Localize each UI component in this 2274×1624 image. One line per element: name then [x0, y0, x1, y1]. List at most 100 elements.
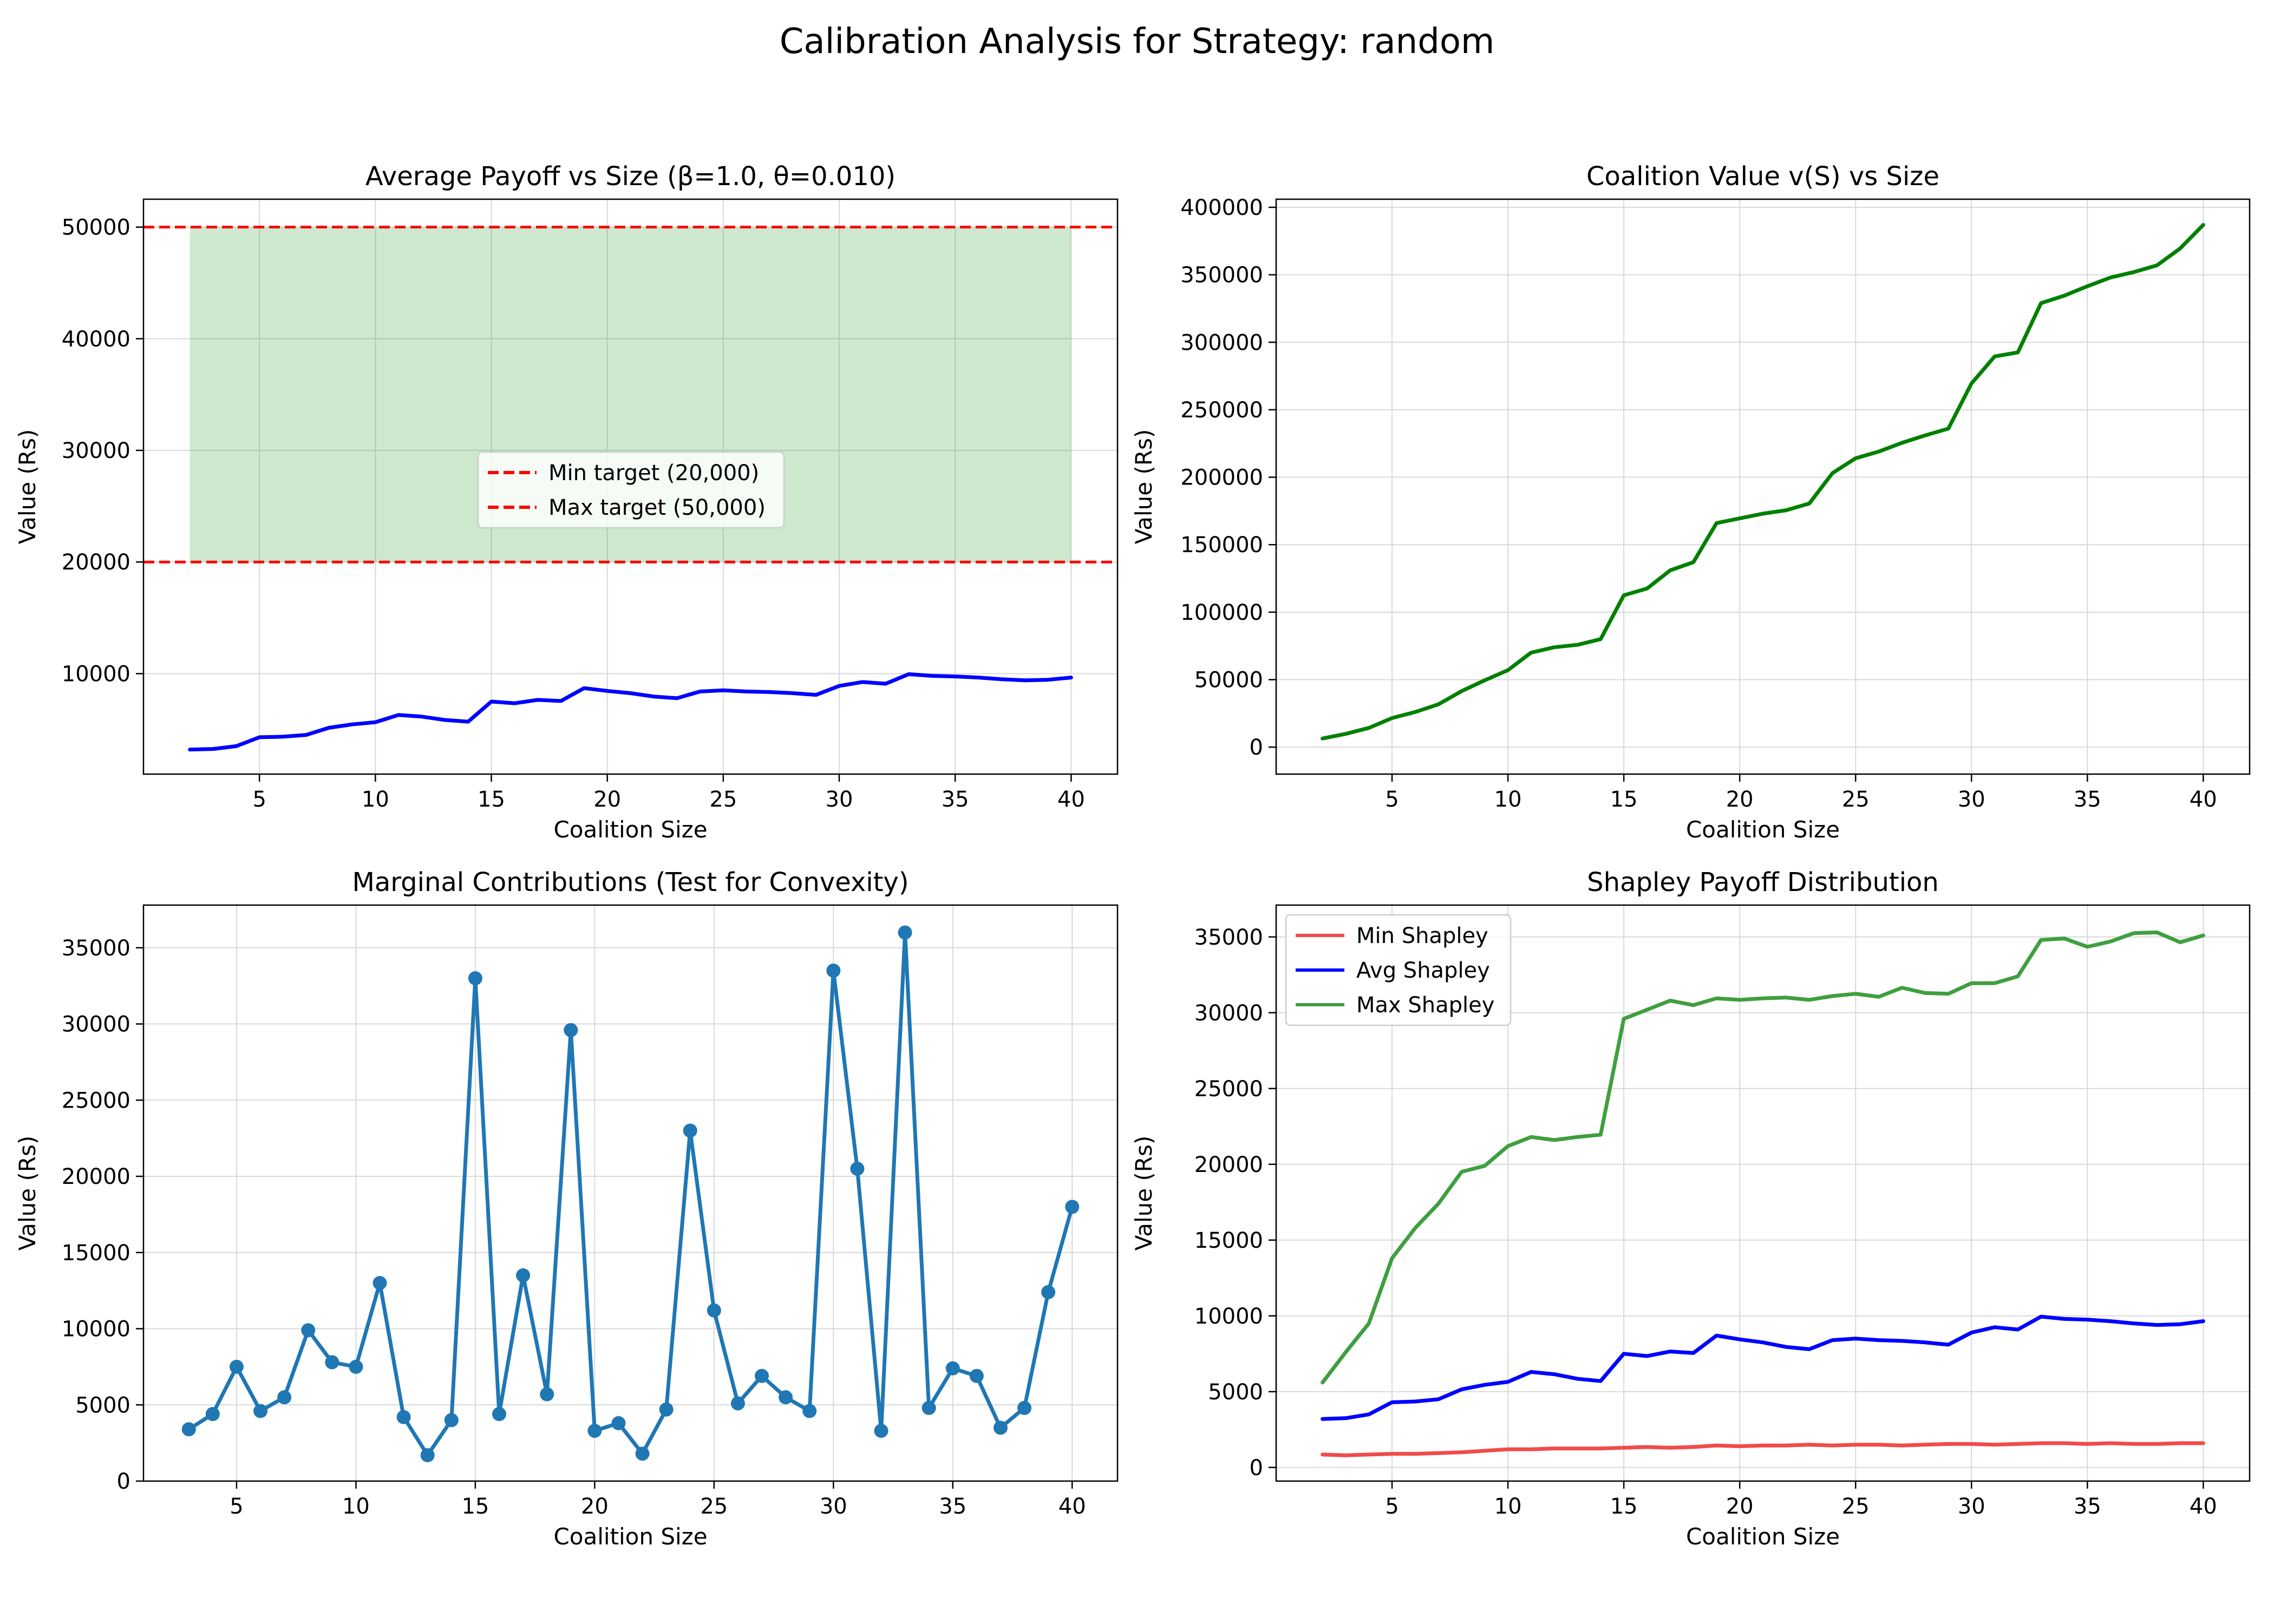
y-tick-label: 5000	[1208, 1380, 1263, 1405]
data-point	[826, 964, 841, 978]
y-tick-label: 30000	[1194, 1001, 1263, 1026]
x-tick-label: 20	[1726, 1494, 1754, 1519]
x-tick-label: 25	[709, 787, 737, 812]
series-line-1	[1321, 222, 2205, 741]
data-point	[945, 1361, 960, 1376]
x-axis-label: Coalition Size	[553, 1523, 707, 1550]
y-tick-label: 100000	[1180, 600, 1263, 625]
y-axis-label: Value (Rs)	[1131, 429, 1157, 545]
data-point	[564, 1023, 578, 1037]
x-tick-label: 10	[362, 787, 389, 812]
data-point	[1041, 1285, 1056, 1299]
x-tick-label: 30	[826, 787, 853, 812]
y-tick-label: 5000	[75, 1393, 130, 1418]
data-point	[396, 1410, 411, 1424]
subplot-title: Shapley Payoff Distribution	[1587, 867, 1939, 898]
data-point	[993, 1420, 1008, 1435]
axes-frame	[1275, 904, 2251, 1482]
y-axis-label: Value (Rs)	[14, 429, 41, 545]
subplot-2: 5 10 15 20 25 30 35 40 0 50000 100000 150000 200000 2…	[1131, 161, 2251, 843]
data-point	[635, 1446, 650, 1461]
y-tick-label: 40000	[62, 327, 130, 352]
data-point	[1017, 1400, 1032, 1415]
x-tick-label: 20	[581, 1494, 609, 1519]
series-line-1	[1321, 1441, 2205, 1457]
x-tick-label: 5	[252, 787, 266, 812]
data-point	[707, 1303, 721, 1318]
x-axis-label: Coalition Size	[553, 816, 707, 843]
y-tick-label: 10000	[62, 1317, 130, 1342]
subplot-1: 5 10 15 20 25 30 35 40 10000 20000 30000 40000 50000…	[14, 161, 1119, 843]
data-point	[540, 1387, 554, 1402]
data-point	[1065, 1200, 1080, 1214]
data-point	[850, 1161, 865, 1176]
data-point	[730, 1396, 745, 1411]
data-point	[373, 1276, 387, 1291]
x-tick-label: 30	[1958, 1494, 1985, 1519]
data-point	[874, 1424, 888, 1438]
x-tick-label: 30	[820, 1494, 847, 1519]
legend-label: Max target (50,000)	[548, 495, 766, 520]
data-point	[492, 1407, 506, 1422]
data-point	[587, 1424, 602, 1438]
data-point	[969, 1368, 984, 1383]
data-point	[468, 971, 482, 986]
series-line-1	[188, 672, 1073, 752]
y-tick-label: 30000	[62, 438, 130, 463]
x-tick-label: 20	[1726, 787, 1754, 812]
y-tick-label: 50000	[62, 215, 130, 240]
data-point	[898, 925, 912, 940]
series-line-1	[187, 931, 1074, 1457]
x-tick-label: 40	[1058, 1494, 1086, 1519]
y-tick-label: 300000	[1180, 330, 1263, 355]
series-line-3	[1321, 930, 2205, 1385]
subplot-title: Average Payoff vs Size (β=1.0, θ=0.010)	[365, 161, 896, 192]
x-tick-label: 10	[342, 1494, 370, 1519]
data-point	[683, 1123, 697, 1138]
x-tick-label: 40	[2190, 1494, 2217, 1519]
data-point	[301, 1323, 316, 1338]
data-point	[922, 1400, 936, 1415]
legend-label: Max Shapley	[1356, 993, 1494, 1018]
x-tick-label: 15	[1610, 1494, 1638, 1519]
subplot-4: 5 10 15 20 25 30 35 40 0 5000 10000 15000 20000 25000…	[1131, 867, 2251, 1550]
data-point	[349, 1359, 363, 1374]
x-tick-label: 5	[230, 1494, 243, 1519]
y-tick-label: 0	[1250, 1456, 1263, 1481]
subplot-title: Coalition Value v(S) vs Size	[1586, 161, 1939, 192]
axes-frame	[1275, 198, 2251, 775]
y-axis-label: Value (Rs)	[1131, 1136, 1157, 1251]
data-point	[659, 1402, 674, 1417]
y-tick-label: 50000	[1194, 667, 1263, 692]
y-tick-label: 20000	[62, 550, 130, 575]
legend-box	[477, 451, 785, 529]
data-point	[779, 1390, 793, 1405]
y-tick-label: 250000	[1180, 398, 1263, 423]
y-tick-label: 10000	[1194, 1304, 1263, 1329]
x-tick-label: 35	[2074, 1494, 2101, 1519]
x-tick-label: 5	[1385, 1494, 1399, 1519]
data-point	[802, 1404, 817, 1418]
x-tick-label: 35	[942, 787, 969, 812]
legend-box	[1285, 914, 1512, 1026]
x-tick-label: 35	[939, 1494, 966, 1519]
y-tick-label: 200000	[1180, 466, 1263, 490]
data-point	[516, 1268, 531, 1282]
y-tick-label: 10000	[62, 662, 130, 686]
x-tick-label: 25	[1842, 1494, 1870, 1519]
subplot-3: 5 10 15 20 25 30 35 40 0 5000 10000 15000 20000 25000…	[14, 867, 1119, 1550]
figure-title: Calibration Analysis for Strategy: rando…	[779, 22, 1495, 62]
y-tick-label: 30000	[62, 1012, 130, 1037]
y-tick-label: 25000	[1194, 1077, 1263, 1102]
x-tick-label: 25	[700, 1494, 728, 1519]
x-tick-label: 10	[1494, 787, 1522, 812]
data-point	[420, 1448, 435, 1463]
x-tick-label: 40	[1057, 787, 1085, 812]
y-tick-label: 25000	[62, 1088, 130, 1113]
y-tick-label: 35000	[1194, 925, 1263, 950]
x-tick-label: 15	[478, 787, 505, 812]
legend: Min target (20,000) Max target (50,000)	[477, 451, 785, 529]
x-tick-label: 5	[1385, 787, 1399, 812]
axes-frame	[142, 904, 1119, 1482]
